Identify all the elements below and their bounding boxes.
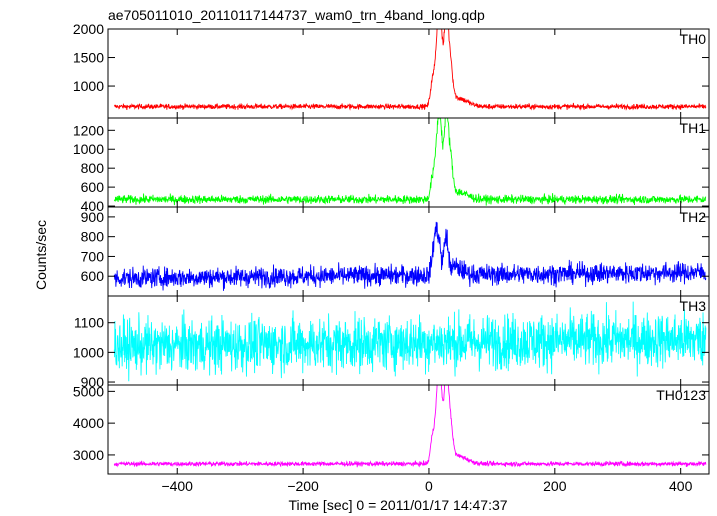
x-axis-label: Time [sec] 0 = 2011/01/17 14:47:37 <box>288 497 507 513</box>
panel-th3: 900 1000 1100 TH3 <box>73 295 710 390</box>
x-tick-label: 200 <box>543 478 567 494</box>
panels-group: 1000 1500 2000 TH0 400 600 800 1000 1200 TH1 600 70… <box>73 21 710 475</box>
y-tick-label: 1000 <box>73 78 104 94</box>
series-line-th1 <box>113 118 707 206</box>
y-tick-label: 1200 <box>73 122 104 138</box>
y-tick-label: 800 <box>81 229 105 245</box>
y-tick-label: 900 <box>81 374 105 390</box>
y-tick-label: 1500 <box>73 50 104 66</box>
y-tick-label: 800 <box>81 160 105 176</box>
y-tick-label: 3000 <box>73 447 104 463</box>
y-tick-label: 400 <box>81 198 105 214</box>
x-tick-label: −200 <box>287 478 319 494</box>
y-tick-label: 1000 <box>73 141 104 157</box>
y-tick-label: 5000 <box>73 383 104 399</box>
y-tick-label: 4000 <box>73 415 104 431</box>
panel-th0123: 3000 4000 5000 TH0123 <box>73 383 710 475</box>
y-tick-label: 2000 <box>73 21 104 37</box>
series-line-th0 <box>113 29 707 111</box>
x-axis: −400 −200 0 200 400 <box>161 478 692 494</box>
y-tick-label: 900 <box>81 209 105 225</box>
y-tick-label: 600 <box>81 268 105 284</box>
series-line-th2 <box>113 221 707 291</box>
x-tick-label: 0 <box>425 478 433 494</box>
panel-th1: 400 600 800 1000 1200 TH1 <box>73 117 710 214</box>
x-tick-label: −400 <box>161 478 193 494</box>
series-line-th0123 <box>113 385 707 468</box>
y-tick-label: 600 <box>81 179 105 195</box>
y-tick-label: 1000 <box>73 344 104 360</box>
series-label-th0: TH0 <box>680 31 707 47</box>
x-tick-label: 400 <box>669 478 693 494</box>
series-label-th2: TH2 <box>680 209 707 225</box>
y-tick-label: 1100 <box>74 315 104 331</box>
series-line-th3 <box>113 301 707 382</box>
series-label-th3: TH3 <box>680 298 707 314</box>
panel-frame <box>107 384 710 475</box>
series-label-th1: TH1 <box>680 120 707 136</box>
y-tick-label: 700 <box>81 248 105 264</box>
panel-th2: 600 700 800 900 TH2 <box>81 206 710 297</box>
chart-title: ae705011010_20110117144737_wam0_trn_4ban… <box>108 7 485 23</box>
panel-frame <box>107 117 710 208</box>
y-axis-label: Counts/sec <box>33 220 49 290</box>
series-label-th0123: TH0123 <box>656 387 706 403</box>
